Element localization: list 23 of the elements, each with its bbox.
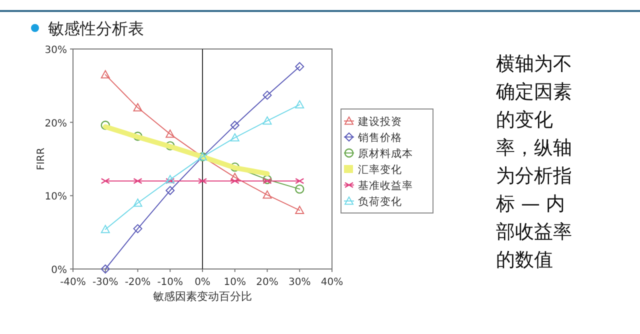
x-tick-label: 40% <box>320 277 344 288</box>
x-tick-label: -10% <box>157 277 184 288</box>
y-tick-label: 30% <box>44 45 67 56</box>
x-axis-title: 敏感因素变动百分比 <box>153 290 252 303</box>
legend-label: 销售价格 <box>357 132 402 144</box>
x-tick-label: -40% <box>60 277 86 288</box>
y-axis-title: FIRR <box>36 148 47 170</box>
legend-label: 基准收益率 <box>358 179 413 192</box>
x-tick-label: 30% <box>288 277 311 288</box>
y-tick-label: 20% <box>44 118 67 130</box>
legend-label: 负荷变化 <box>358 195 402 208</box>
x-tick-label: 10% <box>224 277 246 288</box>
legend-label: 汇率变化 <box>358 163 402 176</box>
x-tick-label: -30% <box>92 277 118 288</box>
chart-title: 敏感性分析表 <box>48 19 144 38</box>
text: 横轴为不确定因素的变化率，纵轴为分析指标 — 内部收益率的数值 <box>496 52 573 273</box>
y-tick-label: 0% <box>51 265 67 276</box>
legend-label: 建设投资 <box>357 115 402 128</box>
legend-label: 原材料成本 <box>358 147 413 160</box>
x-tick-label: 20% <box>256 277 278 288</box>
x-tick-label: 0% <box>194 277 210 288</box>
x-tick-label: -20% <box>124 277 151 288</box>
y-tick-label: 10% <box>44 192 67 203</box>
